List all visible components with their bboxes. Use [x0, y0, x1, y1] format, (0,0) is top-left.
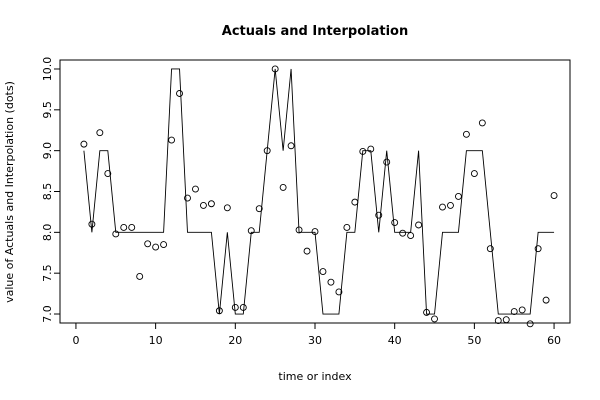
actual-point: [526, 320, 534, 328]
actual-point: [486, 245, 494, 253]
actual-point: [128, 223, 136, 231]
actual-point: [199, 201, 207, 209]
y-axis-label: value of Actuals and Interpolation (dots…: [3, 81, 16, 303]
actual-point: [287, 142, 295, 150]
plot-frame: [59, 59, 571, 324]
y-tick-label: 8.0: [41, 224, 54, 242]
y-tick-label: 10.0: [41, 57, 54, 82]
actual-point: [88, 220, 96, 228]
actual-point: [80, 140, 88, 148]
interpolation-series: [83, 68, 555, 315]
actual-point: [351, 198, 359, 206]
y-tick-label: 8.5: [41, 183, 54, 201]
actual-point: [152, 243, 160, 251]
actual-point: [375, 211, 383, 219]
actual-point: [494, 317, 502, 324]
actual-point: [136, 272, 144, 280]
actual-point: [470, 170, 478, 177]
actual-point: [534, 245, 542, 253]
actual-point: [510, 308, 518, 316]
actual-point: [462, 130, 470, 138]
chart-title: Actuals and Interpolation: [222, 24, 408, 39]
actual-point: [104, 170, 112, 177]
actual-point: [367, 145, 375, 153]
y-tick-label: 9.5: [41, 101, 54, 119]
interpolation-line: [83, 68, 555, 315]
x-tick-label: 40: [388, 334, 402, 347]
actual-point: [120, 223, 128, 231]
y-tick-label: 7.5: [41, 264, 54, 282]
x-tick-label: 30: [308, 334, 322, 347]
actual-point: [454, 192, 462, 200]
actual-point: [271, 65, 279, 73]
x-axis-label: time or index: [278, 370, 352, 383]
actual-point: [319, 268, 327, 275]
actual-point: [518, 306, 526, 314]
x-tick-label: 20: [228, 334, 242, 347]
x-tick-label: 50: [467, 334, 481, 347]
actual-point: [327, 278, 335, 286]
x-tick-label: 60: [547, 334, 561, 347]
y-tick-label: 7.0: [41, 305, 54, 323]
actual-point: [255, 205, 263, 213]
y-axis: 7.0 7.5 8.0 8.5 9.0 9.5 10.0: [41, 57, 60, 323]
actual-point: [223, 204, 231, 212]
actual-point: [160, 241, 168, 249]
actual-point: [215, 307, 223, 315]
x-tick-label: 0: [72, 334, 79, 347]
actuals-series: [80, 65, 558, 328]
actual-point: [407, 232, 415, 240]
actual-point: [176, 90, 183, 97]
actual-point: [311, 228, 319, 235]
actual-point: [112, 230, 120, 238]
actual-point: [542, 296, 550, 304]
actual-point: [391, 219, 399, 226]
y-tick-label: 9.0: [41, 142, 54, 160]
x-tick-label: 10: [149, 334, 163, 347]
actual-point: [247, 227, 255, 235]
actual-point: [96, 129, 104, 137]
x-axis: 0 10 20 30 40 50 60: [72, 323, 561, 347]
actual-point: [359, 148, 367, 155]
actual-point: [279, 183, 287, 191]
actual-point: [192, 185, 199, 193]
actual-point: [303, 247, 311, 255]
actual-point: [439, 203, 446, 211]
actual-point: [431, 315, 438, 323]
actual-point: [383, 158, 391, 166]
actual-point: [184, 194, 191, 202]
actual-point: [447, 201, 454, 209]
actual-point: [335, 288, 343, 296]
actual-point: [343, 223, 351, 231]
actual-point: [423, 308, 431, 316]
actual-point: [295, 226, 303, 234]
actual-point: [415, 221, 423, 229]
actual-point: [502, 316, 510, 324]
actual-point: [207, 200, 215, 208]
actual-point: [168, 136, 176, 144]
actual-point: [239, 304, 247, 311]
actual-point: [399, 229, 407, 237]
actual-point: [144, 240, 152, 248]
actual-point: [478, 119, 486, 127]
actual-point: [263, 147, 271, 155]
actual-point: [231, 304, 239, 311]
actual-point: [550, 192, 558, 200]
